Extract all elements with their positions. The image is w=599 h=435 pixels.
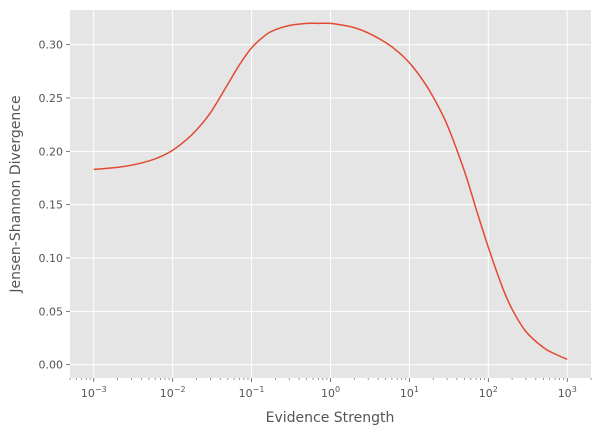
y-tick-label: 0.15 (39, 199, 64, 212)
x-axis-label: Evidence Strength (266, 410, 395, 426)
y-tick-label: 0.30 (39, 39, 64, 52)
y-tick-label: 0.05 (39, 305, 64, 318)
x-tick-label: 10−1 (239, 385, 265, 400)
y-tick-labels: 0.00 0.05 0.10 0.15 0.20 0.25 0.30 (39, 39, 64, 372)
x-tick-label: 103 (558, 385, 577, 400)
x-tick-label: 10−3 (81, 385, 107, 400)
y-tick-label: 0.20 (39, 145, 64, 158)
x-tick-label: 100 (321, 385, 340, 400)
y-tick-label: 0.00 (39, 359, 64, 372)
x-minor-ticks (69, 378, 592, 380)
x-tick-label: 10−2 (160, 385, 186, 400)
y-axis-label: Jensen-Shannon Divergence (8, 95, 24, 293)
x-tick-labels: 10−3 10−2 10−1 100 101 102 103 (81, 385, 577, 400)
series-line (93, 22, 568, 361)
grid-lines (70, 10, 591, 378)
axis-ticks (66, 44, 568, 382)
x-tick-label: 101 (400, 385, 419, 400)
x-tick-label: 102 (479, 385, 498, 400)
y-tick-label: 0.10 (39, 252, 64, 265)
y-tick-label: 0.25 (39, 92, 64, 105)
